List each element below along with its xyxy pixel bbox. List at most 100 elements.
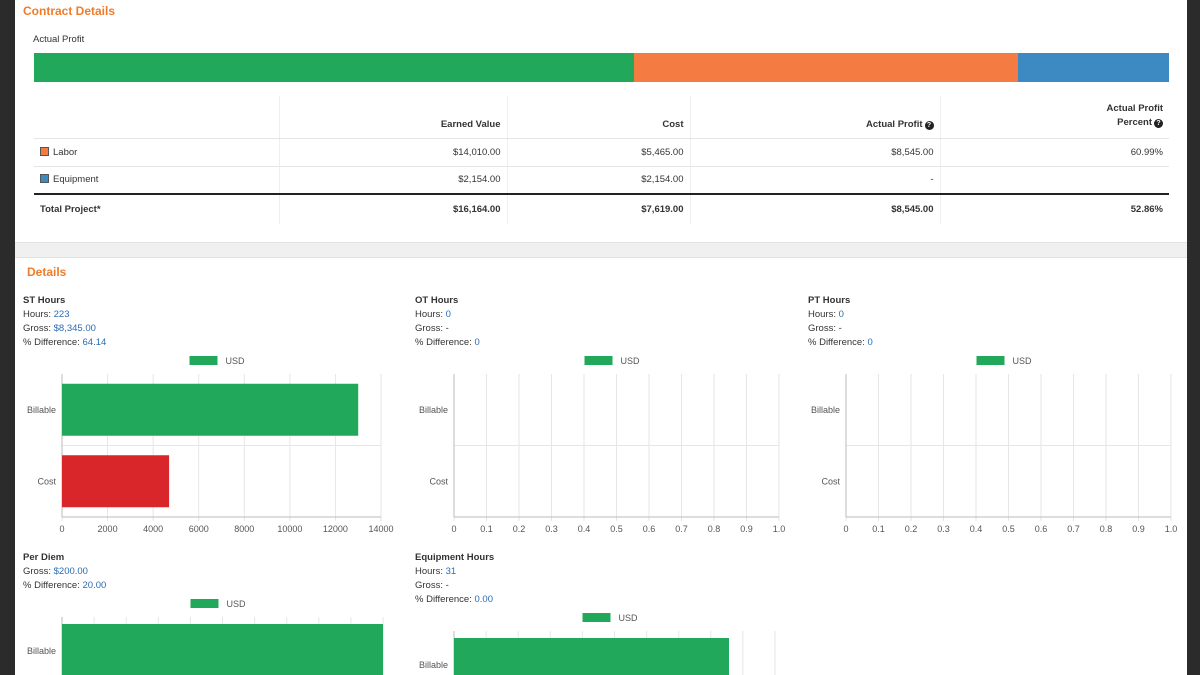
x-tick-label: 0.2 [905,524,918,534]
per-diem-stats: Per Diem Gross: $200.00 % Difference: 20… [23,551,106,593]
total-percent: 52.86% [1130,204,1163,215]
help-icon[interactable]: ? [924,120,934,130]
equipment-hours-value: 31 [445,566,457,577]
x-tick-label: 2000 [98,524,118,534]
legend-swatch [582,613,611,622]
x-tick-label: 0.9 [740,524,753,534]
x-tick-label: 10000 [277,524,302,534]
label: % Difference: [415,337,472,348]
x-tick-label: 0.1 [480,524,493,534]
ot-hours-title: OT Hours [415,295,459,306]
y-tick-label: Cost [37,476,56,486]
label: Gross: [808,323,836,334]
x-tick-label: 1.0 [773,524,786,534]
label: Hours: [415,566,443,577]
pt-hours-chart-svg: USD 0 0.1 0.2 0.3 0.4 0.5 0.6 0.7 0.8 0.9 1.0 Billab… [811,356,1178,534]
label: % Difference: [808,337,865,348]
legend-swatch [190,599,219,608]
equipment-hours-chart-svg: USD Billable [419,613,776,675]
labor-cost: $5,465.00 [507,138,691,166]
x-tick-label: 0.7 [1067,524,1080,534]
labor-swatch [40,146,49,156]
y-tick-label: Billable [27,646,56,656]
x-tick-label: 0.9 [1132,524,1145,534]
total-earned: $16,164.00 [279,194,508,224]
y-tick-label: Billable [811,405,840,415]
y-tick-label: Billable [27,405,56,415]
contract-table: Earned Value Cost Actual Profit? Actual … [34,96,1169,224]
st-diff-value: 64.14 [82,337,107,348]
y-tick-label: Cost [821,476,840,486]
x-tick-label: 4000 [143,524,163,534]
profit-bar-segment-labor[interactable] [634,53,1019,82]
y-tick-label: Billable [419,660,448,670]
per-diem-title: Per Diem [23,552,65,563]
x-tick-label: 0.4 [970,524,983,534]
row-label-text: Labor [53,146,78,158]
x-tick-label: 12000 [323,524,348,534]
x-tick-label: 0.2 [513,524,526,534]
legend-swatch [976,356,1005,365]
equipment-percent [940,166,1169,194]
pt-hours-chart: USD 0 0.1 0.2 0.3 0.4 0.5 0.6 0.7 0.8 0.9 1.0 Billab… [799,352,1184,540]
x-tick-label: 0.6 [1035,524,1048,534]
label: % Difference: [23,337,80,348]
pt-diff-value: 0 [867,337,873,348]
legend-swatch [584,356,613,365]
legend-label: USD [1013,356,1033,366]
label: Hours: [415,309,443,320]
st-hours-title: ST Hours [23,295,66,306]
label: % Difference: [23,580,80,591]
x-tick-label: 0.1 [872,524,885,534]
help-icon[interactable]: ? [1154,118,1163,128]
ot-diff-value: 0 [474,337,480,348]
x-tick-label: 0.3 [545,524,558,534]
row-label-text: Equipment [53,174,99,186]
legend-label: USD [227,599,247,609]
profit-bar-segment-equipment[interactable] [1018,53,1169,82]
pt-gross-value: - [838,323,842,334]
actual-profit-bar [34,53,1169,82]
x-tick-label: 0.7 [675,524,688,534]
x-tick-label: 0.5 [610,524,623,534]
page: Contract Details Actual Profit Earned Va… [15,0,1187,675]
x-tick-label: 1.0 [1165,524,1178,534]
y-tick-label: Billable [419,405,448,415]
header-actual-profit-label: Actual Profit [866,118,923,130]
label: Hours: [23,309,51,320]
total-profit: $8,545.00 [690,194,941,224]
header-cost: Cost [507,96,691,139]
x-tick-label: 0 [59,524,64,534]
ot-gross-value: - [445,323,449,334]
per-diem-diff-value: 20.00 [82,580,107,591]
equipment-profit: - [690,166,941,194]
ot-hours-chart-svg: USD 0 0.1 0.2 0.3 0.4 0.5 0.6 0.7 0.8 0.9 1.0 Billab… [419,356,786,534]
header-percent-line2: Percent [1117,116,1152,128]
contract-details-title: Contract Details [23,4,116,18]
header-actual-profit: Actual Profit? [690,96,941,139]
table-row-total: Total Project* $16,164.00 $7,619.00 $8,5… [34,194,1169,224]
header-blank [34,96,280,139]
label: % Difference: [415,594,472,605]
header-percent-line1: Actual Profit [1106,102,1163,114]
legend-label: USD [621,356,641,366]
st-hours-chart-svg: USD 0 2000 4000 6000 8000 10000 12000 14000 Billa… [27,356,394,534]
row-label: Labor [34,138,280,166]
ot-hours-stats: OT Hours Hours: 0 Gross: - % Difference:… [415,294,480,350]
equipment-hours-chart: USD Billable [407,609,792,675]
legend-label: USD [619,613,639,623]
label: Gross: [23,566,51,577]
bar-billable [62,624,383,675]
equipment-hours-title: Equipment Hours [415,552,495,563]
equipment-gross-value: - [445,580,449,591]
row-label: Equipment [34,166,280,194]
labor-percent: 60.99% [1130,146,1163,158]
y-tick-label: Cost [429,476,448,486]
x-tick-label: 8000 [234,524,254,534]
profit-bar-segment-profit[interactable] [34,53,635,82]
pt-hours-value: 0 [838,309,844,320]
x-tick-label: 0.4 [578,524,591,534]
labor-earned: $14,010.00 [279,138,508,166]
table-row-equipment: Equipment $2,154.00 $2,154.00 - [34,166,1169,194]
pt-hours-stats: PT Hours Hours: 0 Gross: - % Difference:… [808,294,873,350]
